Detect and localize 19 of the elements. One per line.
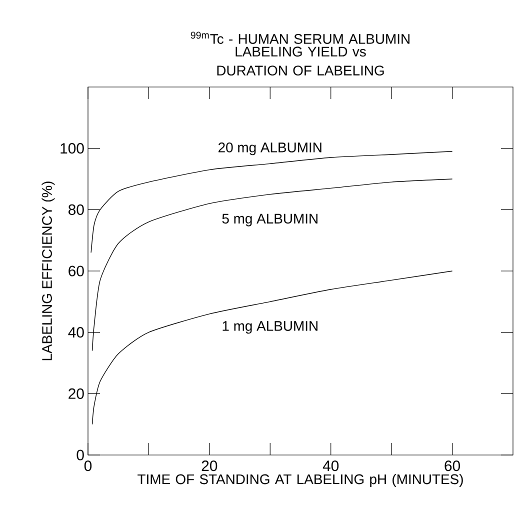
series-label: 1 mg ALBUMIN [222, 321, 318, 334]
line-series [92, 178, 453, 352]
chart-subtitle: LABELING YIELD vs DURATION OF LABELING [217, 46, 384, 76]
y-tick-label: 80 [68, 204, 84, 215]
series-label: 5 mg ALBUMIN [222, 214, 318, 226]
chart-title: $^{99m}$Tc - HUMAN SERUM ALBUMIN [190, 32, 410, 44]
x-tick-label: 40 [322, 460, 339, 472]
x-tick-label: 60 [444, 460, 460, 472]
x-tick-label: 20 [202, 460, 218, 472]
x-axis-title: TIME OF STANDING AT LABELING pH (MINUTES) [138, 474, 463, 487]
x-tick-label: 0 [84, 460, 92, 472]
series-label: 20 mg ALBUMIN [218, 142, 322, 156]
y-tick-label: 0 [76, 450, 84, 460]
y-tick-label: 100 [60, 143, 84, 154]
y-tick-label: 40 [68, 327, 84, 338]
y-axis-title: LABELING EFFICIENCY (%) [42, 182, 55, 360]
line-series [92, 270, 453, 425]
y-tick-label: 20 [68, 388, 84, 399]
y-tick-label: 60 [68, 266, 84, 276]
